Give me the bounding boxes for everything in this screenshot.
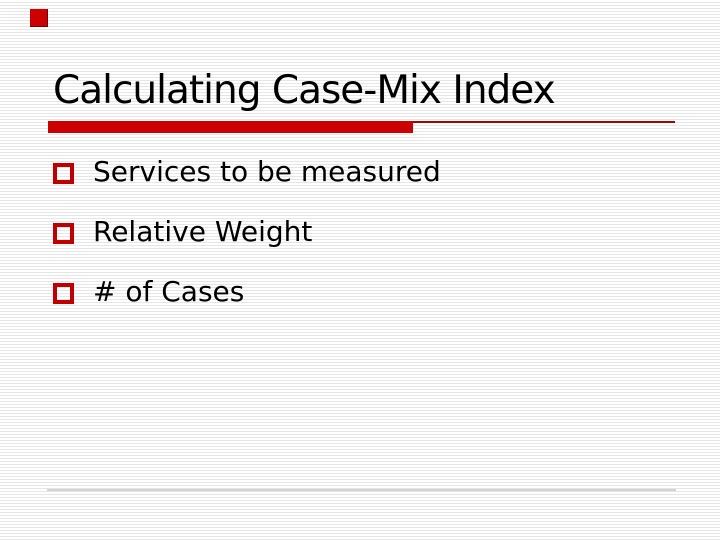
hollow-red-square-icon bbox=[53, 283, 74, 304]
slide-title: Calculating Case-Mix Index bbox=[53, 68, 556, 113]
bullet-item: Relative Weight bbox=[53, 215, 312, 249]
bullet-label: Services to be measured bbox=[93, 155, 441, 188]
hollow-red-square-icon bbox=[53, 223, 74, 244]
bullet-item: # of Cases bbox=[53, 275, 244, 309]
bullet-item: Services to be measured bbox=[53, 155, 441, 189]
red-square-icon bbox=[30, 9, 48, 27]
footer-divider-line bbox=[47, 489, 676, 491]
title-underline-bar bbox=[48, 121, 413, 133]
bullet-label: # of Cases bbox=[93, 275, 245, 308]
bullet-label: Relative Weight bbox=[93, 215, 313, 248]
hollow-red-square-icon bbox=[53, 163, 74, 184]
